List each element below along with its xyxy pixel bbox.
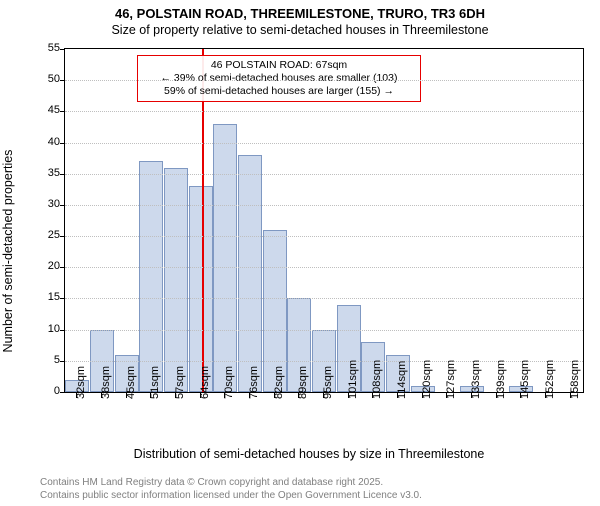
- y-tick-label: 10: [34, 323, 60, 335]
- y-tick-label: 35: [34, 167, 60, 179]
- x-axis-label: Distribution of semi-detached houses by …: [34, 447, 584, 461]
- x-tick-label: 114sqm: [396, 361, 408, 399]
- x-tick-label: 70sqm: [223, 366, 235, 399]
- chart-container: Number of semi-detached properties 46 PO…: [34, 48, 584, 453]
- x-tick-label: 57sqm: [174, 366, 186, 399]
- gridline: [65, 236, 583, 237]
- x-tick-label: 139sqm: [495, 360, 507, 399]
- y-tick-label: 15: [34, 291, 60, 303]
- x-tick-label: 158sqm: [569, 360, 581, 399]
- y-tick-label: 50: [34, 73, 60, 85]
- y-ticks: 0510152025303540455055: [34, 48, 64, 391]
- gridline: [65, 205, 583, 206]
- callout-box: 46 POLSTAIN ROAD: 67sqm ← 39% of semi-de…: [137, 55, 421, 102]
- y-tick-label: 0: [34, 385, 60, 397]
- y-tick-label: 40: [34, 136, 60, 148]
- x-tick-label: 64sqm: [199, 366, 211, 399]
- histogram-bar: [238, 155, 262, 392]
- plot-area: 46 POLSTAIN ROAD: 67sqm ← 39% of semi-de…: [64, 48, 584, 393]
- x-tick-label: 152sqm: [544, 360, 556, 399]
- y-axis-label: Number of semi-detached properties: [1, 149, 15, 352]
- x-tick-label: 76sqm: [248, 366, 260, 399]
- x-tick-label: 120sqm: [421, 360, 433, 399]
- callout-line: 59% of semi-detached houses are larger (…: [144, 85, 414, 98]
- x-tick-label: 101sqm: [347, 360, 359, 399]
- x-tick-label: 32sqm: [75, 366, 87, 399]
- x-tick-label: 45sqm: [125, 366, 137, 399]
- y-tick-label: 25: [34, 229, 60, 241]
- y-tick-label: 5: [34, 354, 60, 366]
- footer-line: Contains public sector information licen…: [40, 490, 422, 503]
- x-tick-label: 95sqm: [322, 366, 334, 399]
- y-tick-label: 55: [34, 42, 60, 54]
- y-tick-label: 30: [34, 198, 60, 210]
- x-tick-label: 89sqm: [297, 366, 309, 399]
- page-subtitle: Size of property relative to semi-detach…: [0, 23, 600, 37]
- gridline: [65, 111, 583, 112]
- callout-line: ← 39% of semi-detached houses are smalle…: [144, 72, 414, 85]
- x-tick-label: 51sqm: [149, 366, 161, 399]
- x-tick-label: 38sqm: [100, 366, 112, 399]
- histogram-bar: [139, 161, 163, 392]
- x-tick-label: 127sqm: [445, 360, 457, 399]
- footer-attribution: Contains HM Land Registry data © Crown c…: [40, 477, 422, 502]
- gridline: [65, 143, 583, 144]
- footer-line: Contains HM Land Registry data © Crown c…: [40, 477, 422, 490]
- gridline: [65, 174, 583, 175]
- histogram-bar: [213, 124, 237, 392]
- y-tick-label: 45: [34, 104, 60, 116]
- gridline: [65, 330, 583, 331]
- x-tick-label: 145sqm: [519, 360, 531, 399]
- callout-line: 46 POLSTAIN ROAD: 67sqm: [144, 59, 414, 72]
- gridline: [65, 267, 583, 268]
- y-tick-label: 20: [34, 260, 60, 272]
- gridline: [65, 80, 583, 81]
- y-tick-mark: [60, 392, 65, 393]
- histogram-bar: [164, 168, 188, 393]
- x-tick-label: 108sqm: [371, 360, 383, 399]
- x-tick-label: 133sqm: [470, 360, 482, 399]
- x-tick-label: 82sqm: [273, 366, 285, 399]
- gridline: [65, 298, 583, 299]
- page-title: 46, POLSTAIN ROAD, THREEMILESTONE, TRURO…: [0, 6, 600, 21]
